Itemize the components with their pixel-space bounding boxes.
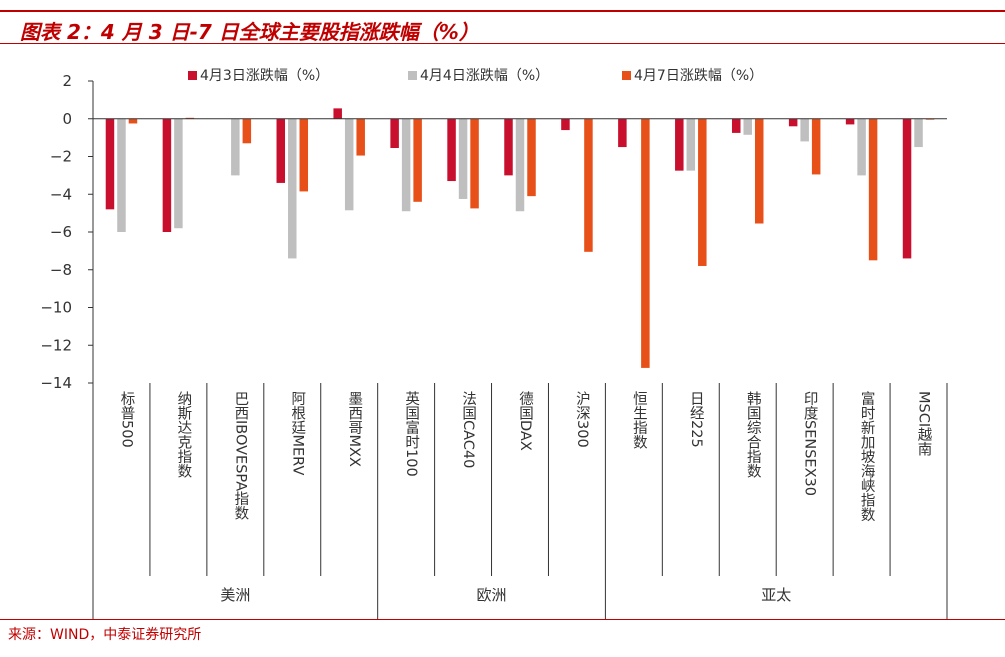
category-label-4: 阿根廷MERV bbox=[289, 391, 305, 476]
bar-3-13 bbox=[811, 118, 821, 175]
bar-1-14 bbox=[845, 118, 855, 125]
bar-3-12 bbox=[754, 118, 764, 224]
bar-1-5 bbox=[333, 108, 342, 119]
bar-3-1 bbox=[128, 118, 138, 124]
y-tick-label: −10 bbox=[40, 299, 72, 317]
bar-chart: 2 0 −2 −4 −6 −8 −10 −12 −14 标普500 纳斯达克指数 巴西IBOVESPA… bbox=[40, 68, 948, 619]
bar-3-14 bbox=[868, 118, 878, 261]
bar-2-8 bbox=[515, 118, 525, 212]
category-label-3: 巴西IBOVESPA指数 bbox=[232, 391, 248, 520]
bar-1-1 bbox=[105, 118, 115, 210]
source-rule bbox=[0, 619, 1005, 620]
bar-1-2 bbox=[162, 118, 172, 232]
source-note: 来源：WIND，中泰证券研究所 bbox=[8, 627, 202, 643]
category-label-11: 日经225 bbox=[688, 391, 704, 448]
bar-2-13 bbox=[800, 118, 809, 142]
bar-3-10 bbox=[641, 118, 650, 368]
bar-1-7 bbox=[447, 118, 456, 182]
bar-2-15 bbox=[914, 118, 923, 148]
category-label-9: 沪深300 bbox=[574, 391, 590, 448]
bar-1-11 bbox=[675, 118, 684, 171]
bar-3-3 bbox=[242, 118, 252, 144]
bar-1-9 bbox=[561, 118, 570, 131]
category-label-5: 墨西哥MXX bbox=[346, 391, 362, 467]
legend-label-1: 4月3日涨跌幅（%） bbox=[200, 68, 329, 84]
group-label-3: 亚太 bbox=[761, 586, 791, 604]
bar-2-3 bbox=[231, 118, 240, 176]
bar-1-12 bbox=[731, 118, 741, 133]
bar-1-10 bbox=[618, 118, 627, 148]
bar-2-12 bbox=[743, 118, 752, 135]
bar-3-8 bbox=[527, 118, 536, 197]
y-tick-label: −14 bbox=[40, 374, 72, 392]
bar-2-5 bbox=[344, 118, 354, 211]
bar-1-4 bbox=[276, 118, 286, 183]
group-label-2: 欧洲 bbox=[477, 586, 507, 604]
legend-label-3: 4月7日涨跌幅（%） bbox=[634, 68, 763, 84]
figure-title: 图表 2：4 月 3 日-7 日全球主要股指涨跌幅（%） bbox=[20, 20, 479, 44]
y-tick-label: −2 bbox=[50, 148, 72, 166]
category-label-7: 法国CAC40 bbox=[460, 391, 476, 469]
legend-swatch-3 bbox=[622, 71, 631, 80]
y-tick-label: 2 bbox=[62, 72, 72, 90]
bar-2-1 bbox=[117, 118, 126, 232]
title-rule-bottom bbox=[0, 43, 1005, 44]
bar-3-7 bbox=[470, 118, 479, 209]
bar-1-13 bbox=[788, 118, 798, 127]
group-label-1: 美洲 bbox=[220, 586, 250, 604]
bar-2-11 bbox=[686, 118, 696, 171]
bar-1-8 bbox=[504, 118, 513, 176]
bar-2-6 bbox=[401, 118, 411, 212]
category-label-2: 纳斯达克指数 bbox=[175, 391, 191, 479]
legend-swatch-1 bbox=[188, 71, 197, 80]
bar-1-6 bbox=[390, 118, 399, 149]
bar-3-4 bbox=[299, 118, 309, 192]
y-tick-label: −12 bbox=[40, 336, 72, 354]
bar-2-4 bbox=[288, 118, 297, 259]
figure-header: 图表 2：4 月 3 日-7 日全球主要股指涨跌幅（%） bbox=[0, 0, 1005, 44]
bar-2-7 bbox=[458, 118, 468, 199]
bar-3-6 bbox=[413, 118, 422, 202]
category-label-12: 韩国综合指数 bbox=[745, 391, 761, 479]
y-tick-label: −6 bbox=[50, 223, 72, 241]
category-label-13: 印度SENSEX30 bbox=[802, 391, 818, 496]
bar-2-14 bbox=[857, 118, 866, 176]
y-tick-label: −4 bbox=[50, 185, 72, 203]
title-rule-top bbox=[0, 10, 1005, 12]
bar-2-2 bbox=[174, 118, 183, 229]
legend-label-2: 4月4日涨跌幅（%） bbox=[420, 68, 549, 84]
bar-3-11 bbox=[698, 118, 707, 266]
category-label-6: 英国富时100 bbox=[403, 390, 419, 477]
category-label-14: 富时新加坡海峡指数 bbox=[859, 390, 875, 522]
y-tick-label: 0 bbox=[62, 110, 72, 128]
y-tick-label: −8 bbox=[50, 261, 72, 279]
category-label-1: 标普500 bbox=[118, 391, 134, 448]
legend-swatch-2 bbox=[408, 71, 417, 80]
category-label-15: MSCI越南 bbox=[916, 391, 932, 456]
bar-1-15 bbox=[902, 118, 912, 259]
category-label-8: 德国DAX bbox=[517, 391, 533, 451]
bar-3-5 bbox=[356, 118, 365, 156]
bar-3-9 bbox=[584, 118, 593, 252]
category-label-10: 恒生指数 bbox=[631, 391, 647, 450]
